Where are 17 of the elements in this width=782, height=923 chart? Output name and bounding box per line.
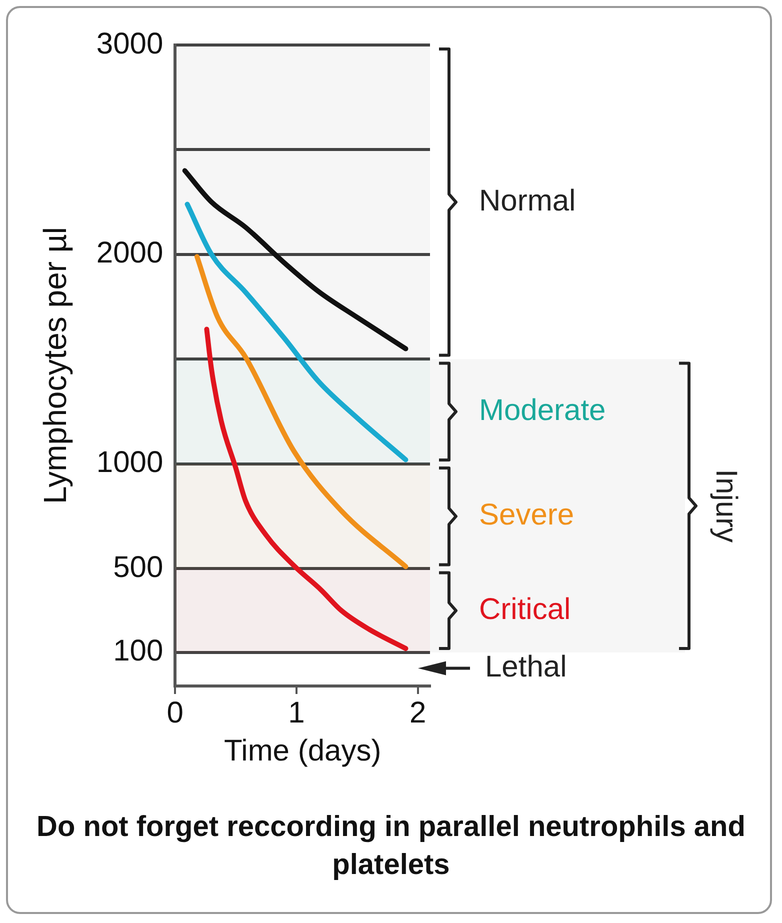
y-tick-label: 2000: [96, 236, 164, 270]
x-tick-label: 0: [166, 696, 184, 730]
y-tick-label: 500: [113, 550, 164, 584]
annotation: Lethal: [485, 650, 567, 684]
band-label: Normal: [479, 184, 576, 218]
y-axis-title: Lymphocytes per µl: [37, 227, 74, 504]
y-tick-label: 3000: [96, 27, 164, 60]
x-tick-label: 1: [288, 696, 305, 730]
y-tick-label: 1000: [96, 446, 164, 480]
text: Do not forget reccording in parallel neutrophils and platelets: [36, 810, 746, 883]
band-label: Injury: [710, 469, 743, 543]
x-tick-label: 2: [410, 696, 426, 730]
band-label: Moderate: [479, 394, 606, 427]
y-tick-label: 100: [113, 634, 164, 668]
band-label: Critical: [479, 592, 571, 626]
band-label: Severe: [479, 498, 574, 532]
x-axis-title: Time (days): [224, 734, 382, 768]
